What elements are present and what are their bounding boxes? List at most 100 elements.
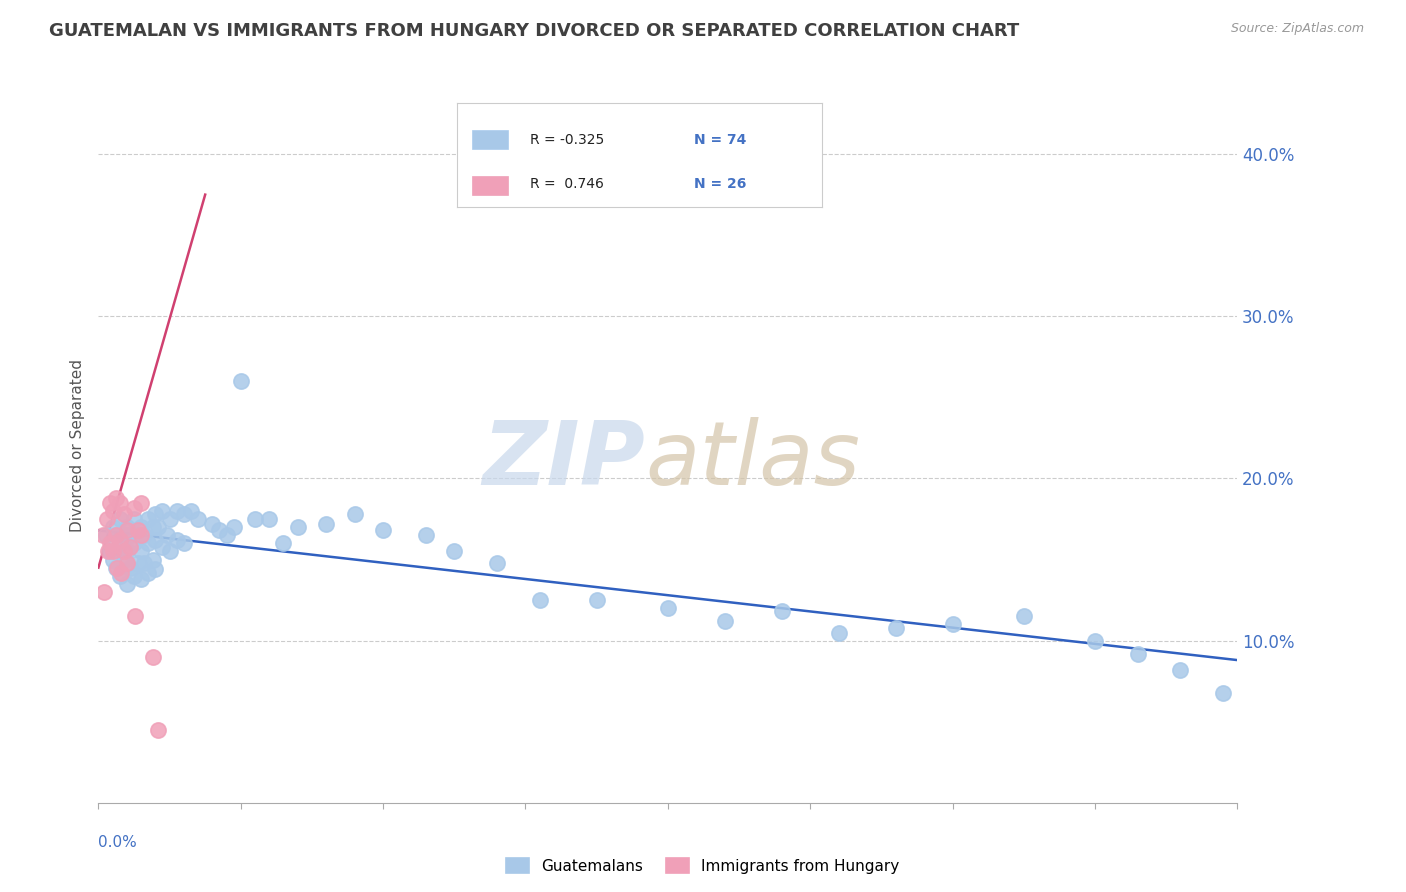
Point bbox=[222, 520, 245, 534]
Point bbox=[127, 556, 149, 570]
Point bbox=[108, 496, 131, 510]
Point bbox=[1012, 609, 1035, 624]
Point bbox=[166, 504, 188, 518]
Point bbox=[145, 533, 167, 547]
Point bbox=[657, 601, 679, 615]
Point bbox=[108, 568, 131, 582]
Point bbox=[129, 496, 152, 510]
Point bbox=[118, 540, 141, 554]
Point bbox=[201, 516, 224, 531]
Point bbox=[343, 507, 366, 521]
Point bbox=[159, 512, 181, 526]
Point bbox=[136, 566, 159, 580]
Text: 0.0%: 0.0% bbox=[98, 835, 138, 850]
Point bbox=[122, 568, 145, 582]
Point bbox=[1212, 685, 1234, 699]
Point bbox=[104, 528, 127, 542]
Point bbox=[104, 491, 127, 505]
Point bbox=[243, 512, 266, 526]
Point bbox=[828, 625, 851, 640]
Point bbox=[112, 507, 135, 521]
Point bbox=[486, 556, 509, 570]
Point bbox=[136, 512, 159, 526]
Point bbox=[112, 528, 135, 542]
Point bbox=[115, 577, 138, 591]
Text: atlas: atlas bbox=[645, 417, 860, 503]
Point bbox=[1170, 663, 1192, 677]
Point bbox=[98, 496, 121, 510]
Point bbox=[104, 528, 127, 542]
Text: GUATEMALAN VS IMMIGRANTS FROM HUNGARY DIVORCED OR SEPARATED CORRELATION CHART: GUATEMALAN VS IMMIGRANTS FROM HUNGARY DI… bbox=[49, 22, 1019, 40]
Point bbox=[141, 520, 163, 534]
Point bbox=[108, 533, 131, 547]
Point bbox=[141, 552, 163, 566]
Point bbox=[187, 512, 209, 526]
Point bbox=[98, 544, 121, 558]
Point bbox=[132, 528, 155, 542]
Point bbox=[315, 516, 337, 531]
Point bbox=[585, 593, 607, 607]
Point bbox=[101, 520, 124, 534]
Point bbox=[229, 374, 252, 388]
Point bbox=[93, 585, 115, 599]
Point bbox=[152, 504, 174, 518]
Point bbox=[96, 512, 118, 526]
Point bbox=[529, 593, 551, 607]
Point bbox=[91, 528, 114, 542]
Point bbox=[208, 524, 231, 538]
Point bbox=[105, 560, 128, 574]
Point bbox=[124, 609, 146, 624]
Point bbox=[215, 528, 238, 542]
Point bbox=[770, 604, 793, 618]
Point bbox=[108, 512, 131, 526]
Point bbox=[115, 524, 138, 538]
Y-axis label: Divorced or Separated: Divorced or Separated bbox=[69, 359, 84, 533]
Point bbox=[110, 566, 132, 580]
Text: Source: ZipAtlas.com: Source: ZipAtlas.com bbox=[1230, 22, 1364, 36]
Point bbox=[127, 524, 149, 538]
Point bbox=[166, 533, 188, 547]
Point bbox=[127, 528, 149, 542]
Point bbox=[148, 723, 170, 737]
Point bbox=[152, 540, 174, 554]
Point bbox=[97, 544, 120, 558]
Point bbox=[942, 617, 965, 632]
Point bbox=[115, 544, 138, 558]
Point bbox=[1084, 633, 1107, 648]
Point bbox=[101, 544, 124, 558]
Point bbox=[148, 520, 170, 534]
Text: ZIP: ZIP bbox=[482, 417, 645, 504]
Point bbox=[136, 536, 159, 550]
Point bbox=[101, 504, 124, 518]
Point bbox=[112, 544, 135, 558]
Point bbox=[118, 560, 141, 574]
Point bbox=[122, 536, 145, 550]
Point bbox=[180, 504, 202, 518]
Point bbox=[145, 507, 167, 521]
Point bbox=[98, 536, 121, 550]
Point bbox=[373, 524, 395, 538]
Point bbox=[173, 536, 195, 550]
Point bbox=[104, 560, 127, 574]
Point bbox=[122, 500, 145, 515]
Point bbox=[115, 556, 138, 570]
Point bbox=[156, 528, 179, 542]
Point bbox=[173, 507, 195, 521]
Point bbox=[287, 520, 309, 534]
Point bbox=[141, 649, 163, 664]
Point bbox=[273, 536, 295, 550]
Point bbox=[129, 544, 152, 558]
Point bbox=[129, 520, 152, 534]
Legend: Guatemalans, Immigrants from Hungary: Guatemalans, Immigrants from Hungary bbox=[501, 852, 905, 880]
Point bbox=[132, 556, 155, 570]
Point bbox=[94, 528, 117, 542]
Point bbox=[129, 528, 152, 542]
Point bbox=[145, 562, 167, 576]
Point bbox=[884, 621, 907, 635]
Point bbox=[122, 512, 145, 526]
Point bbox=[443, 544, 465, 558]
Point bbox=[159, 544, 181, 558]
Point bbox=[101, 552, 124, 566]
Point bbox=[714, 614, 737, 628]
Point bbox=[118, 528, 141, 542]
